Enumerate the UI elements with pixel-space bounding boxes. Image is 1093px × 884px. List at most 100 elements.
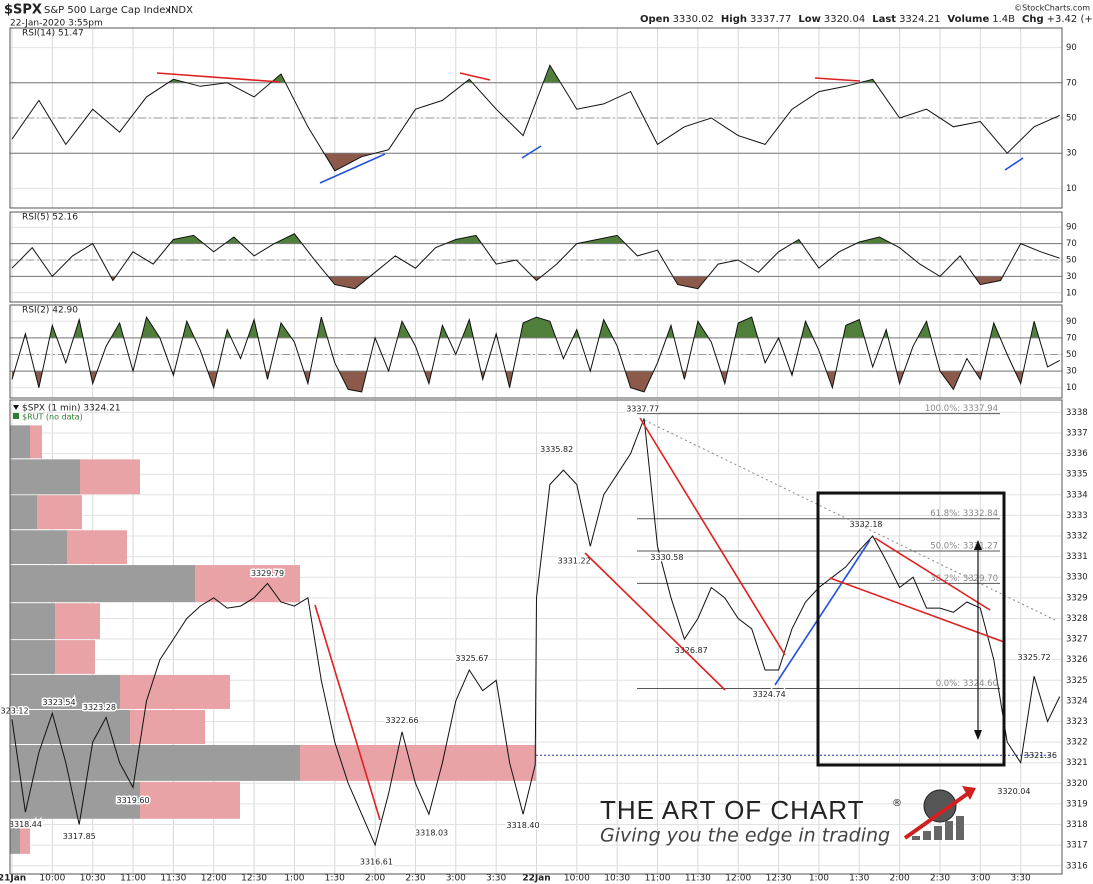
volume-down <box>10 819 20 854</box>
trendline <box>459 72 491 81</box>
y-tick-label: 3330 <box>1066 573 1088 583</box>
series-line <box>11 64 1060 172</box>
timestamp: 22-Jan-2020 3:55pm <box>10 19 103 29</box>
volume-down <box>10 709 130 744</box>
price-label: 3335.82 <box>540 445 573 454</box>
quote-value: 3337.77 <box>750 14 791 25</box>
quote-value: 3324.21 <box>899 14 940 25</box>
y-tick-label: 10 <box>1066 184 1077 194</box>
quote-label: Open <box>640 14 670 25</box>
volume-up <box>300 744 536 781</box>
series-line <box>11 233 1060 290</box>
y-tick-label: 3325 <box>1066 676 1088 686</box>
logo-title: THE ART OF CHART <box>600 795 865 825</box>
volume-up <box>140 781 240 819</box>
x-tick-label: 1:30 <box>325 874 345 884</box>
logo-bar <box>945 821 953 840</box>
y-tick-label: 3326 <box>1066 655 1088 665</box>
y-tick-label: 3333 <box>1066 511 1088 521</box>
trendline <box>829 577 1005 643</box>
logo-tagline: Giving you the edge in trading <box>600 825 890 847</box>
price-label: 3325.67 <box>455 654 488 663</box>
logo-bar <box>934 826 942 840</box>
y-tick-label: 30 <box>1066 272 1077 282</box>
trendline <box>874 537 991 611</box>
y-tick-label: 3329 <box>1066 593 1088 603</box>
x-tick-label: 3:30 <box>1011 874 1031 884</box>
x-tick-label: 11:00 <box>645 874 671 884</box>
y-tick-label: 30 <box>1066 149 1077 159</box>
price-label: 3318.03 <box>415 828 448 837</box>
quote-label: High <box>721 14 747 25</box>
price-label: 3323.12 <box>0 707 29 716</box>
y-tick-label: 70 <box>1066 78 1077 88</box>
trendline <box>1004 157 1024 171</box>
legend-entry: $SPX (1 min) 3324.21 <box>22 404 121 414</box>
volume-up <box>67 530 127 565</box>
y-tick-label: 3317 <box>1066 841 1088 851</box>
volume-down <box>10 459 80 495</box>
symbol: $SPX <box>4 3 42 18</box>
quote-label: Chg <box>1022 14 1044 25</box>
price-label: 3331.22 <box>558 557 591 566</box>
panel <box>10 28 1062 208</box>
fib-label: 61.8%: 3332.84 <box>930 509 998 519</box>
price-label: 3318.40 <box>507 821 540 830</box>
trendline-dotted <box>639 417 1056 621</box>
x-tick-label: 10:00 <box>564 874 590 884</box>
y-tick-label: 3322 <box>1066 738 1088 748</box>
x-tick-label: 12:30 <box>241 874 267 884</box>
x-tick-label: 12:30 <box>766 874 792 884</box>
trendline <box>521 145 542 159</box>
y-tick-label: 70 <box>1066 333 1077 343</box>
arrow-head <box>974 540 982 550</box>
y-tick-label: 90 <box>1066 223 1077 233</box>
x-tick-label: 1:00 <box>284 874 304 884</box>
series-line <box>11 418 1061 847</box>
price-label: 3332.18 <box>849 520 882 529</box>
fib-label: 100.0%: 3337.94 <box>925 404 998 414</box>
y-tick-label: 3318 <box>1066 820 1088 830</box>
x-tick-label: 11:30 <box>685 874 711 884</box>
x-tick-label: 11:00 <box>120 874 146 884</box>
trendline <box>584 552 726 691</box>
panel-border <box>9 304 1063 399</box>
volume-down <box>10 565 195 603</box>
y-tick-label: 50 <box>1066 114 1077 124</box>
panel-border <box>9 399 1063 875</box>
series-line <box>11 315 1060 393</box>
y-tick-label: 3334 <box>1066 490 1088 500</box>
logo-bar <box>912 836 920 840</box>
y-tick-label: 3336 <box>1066 449 1088 459</box>
legend-marker <box>13 405 19 410</box>
quote-label: Low <box>798 14 820 25</box>
price-label: 3329.79 <box>251 569 284 578</box>
x-tick-label: 2:30 <box>930 874 950 884</box>
y-tick-label: 90 <box>1066 43 1077 53</box>
volume-down <box>10 530 67 565</box>
x-tick-label: 10:30 <box>80 874 106 884</box>
volume-up <box>55 640 95 674</box>
y-tick-label: 90 <box>1066 317 1077 327</box>
y-tick-label: 3335 <box>1066 470 1088 480</box>
volume-down <box>10 744 300 781</box>
volume-up <box>80 459 140 495</box>
source: ©StockCharts.com <box>1014 4 1090 13</box>
x-tick-label: 11:30 <box>160 874 186 884</box>
x-tick-label: 2:30 <box>405 874 425 884</box>
arrow-head <box>974 730 982 740</box>
panel <box>10 212 1062 302</box>
y-tick-label: 3332 <box>1066 532 1088 542</box>
y-tick-label: 3327 <box>1066 635 1088 645</box>
y-tick-label: 3320 <box>1066 779 1088 789</box>
x-tick-label: 10:00 <box>39 874 65 884</box>
panel <box>10 305 1062 398</box>
trendline <box>774 539 871 686</box>
logo-globe <box>923 789 957 823</box>
x-tick-label: 1:00 <box>809 874 829 884</box>
volume-down <box>10 674 120 709</box>
trendline <box>814 77 861 82</box>
volume-down <box>10 425 30 459</box>
highlight-box <box>816 491 1006 767</box>
panel-title: RSI(5) 52.16 <box>22 213 78 223</box>
